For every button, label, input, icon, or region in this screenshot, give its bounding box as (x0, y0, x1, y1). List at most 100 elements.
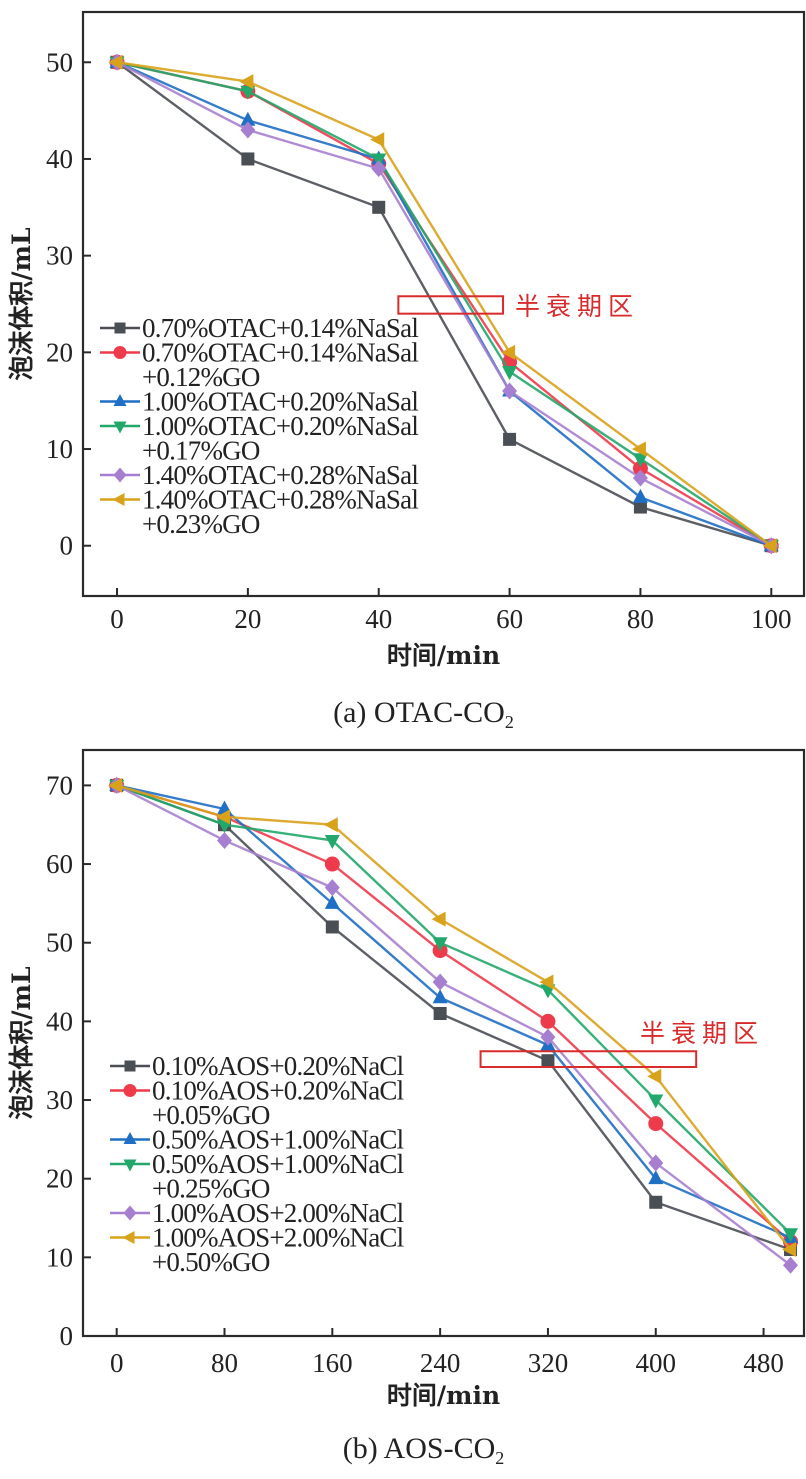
legend-label: +0.05%GO (152, 1100, 270, 1130)
data-point-triangle-down (240, 85, 256, 100)
x-tick-label: 320 (528, 1348, 569, 1378)
y-tick-label: 30 (46, 1085, 73, 1115)
legend: 0.70%OTAC+0.14%NaSal0.70%OTAC+0.14%NaSal… (100, 313, 419, 539)
y-tick-label: 20 (46, 1164, 73, 1194)
series-line (116, 61, 772, 547)
data-point-triangle-up (324, 894, 340, 909)
legend-label: 1.00%OTAC+0.20%NaSal (142, 411, 418, 441)
x-tick-label: 160 (312, 1348, 353, 1378)
data-point-square (649, 1195, 663, 1209)
half-life-box (397, 295, 505, 315)
data-point-triangle-up (648, 1170, 664, 1185)
data-point-diamond (240, 121, 256, 139)
legend-marker-circle (113, 346, 127, 359)
data-point-diamond (648, 1154, 664, 1172)
y-tick-label: 10 (46, 1242, 73, 1272)
x-tick-label: 240 (420, 1348, 461, 1378)
caption-subscript: 2 (495, 1448, 504, 1468)
data-point-triangle-left (239, 74, 254, 90)
series-line (116, 61, 772, 547)
legend-marker-triangle-up (113, 394, 127, 406)
x-axis-label: 时间/min (387, 641, 500, 670)
half-life-box (479, 1050, 698, 1068)
data-point-circle (324, 856, 340, 872)
series-line (116, 61, 772, 547)
legend-marker-triangle-left (112, 493, 125, 506)
legend-label: +0.17%GO (142, 436, 260, 466)
legend-marker-diamond (123, 1205, 137, 1221)
y-tick-label: 70 (46, 770, 73, 800)
data-point-triangle-left (501, 344, 516, 360)
x-tick-label: 20 (234, 604, 261, 634)
legend-label: 0.70%OTAC+0.14%NaSal (142, 313, 418, 343)
data-point-triangle-up (432, 989, 448, 1004)
data-point-circle (632, 460, 648, 476)
legend-label: +0.12%GO (142, 362, 260, 392)
x-tick-label: 0 (110, 604, 124, 634)
legend-marker-square (114, 322, 126, 334)
data-point-triangle-left (370, 132, 385, 148)
chart-panel-a: 0 10 20 30 40 50 0 20 40 60 80 100 时间/min 泡沫体积/mL (a) … (7, 10, 806, 732)
data-point-diamond (502, 382, 518, 400)
y-axis-label: 泡沫体积/mL (7, 227, 36, 381)
half-life-label: 半衰期区 (515, 292, 639, 321)
data-point-triangle-left (539, 974, 554, 990)
data-point-square (503, 432, 517, 446)
legend-label: 0.10%AOS+0.20%NaCl (152, 1076, 404, 1106)
legend-marker-triangle-down (123, 1159, 137, 1172)
data-point-triangle-up (632, 488, 648, 503)
data-point-triangle-left (431, 911, 446, 927)
y-tick-label: 20 (46, 337, 73, 367)
y-tick-label: 0 (60, 531, 74, 561)
data-point-triangle-left (762, 538, 777, 554)
data-point-diamond (371, 160, 387, 178)
plot-frame (81, 10, 806, 598)
caption-text: (b) AOS-CO (343, 1432, 496, 1465)
data-point-circle (540, 1013, 556, 1029)
data-point-diamond (632, 469, 648, 487)
legend-label: +0.23%GO (142, 509, 260, 539)
legend-marker-square (124, 1060, 136, 1072)
y-tick-label: 40 (46, 144, 73, 174)
legend-label: +0.25%GO (152, 1174, 270, 1204)
data-point-triangle-left (108, 54, 123, 70)
chart-panel-b: 0 10 20 30 40 50 60 70 0 80 160 240 320 400 480 时间/min 泡… (7, 748, 806, 1468)
x-tick-label: 480 (743, 1348, 784, 1378)
data-point-square (633, 500, 647, 514)
series-6 (108, 777, 797, 1257)
legend: 0.10%AOS+0.20%NaCl0.10%AOS+0.20%NaCl+0.0… (110, 1051, 404, 1277)
legend-label: +0.50%GO (152, 1247, 270, 1277)
caption-subscript: 2 (505, 712, 514, 732)
legend-marker-diamond (113, 467, 127, 483)
series-6 (108, 54, 777, 554)
data-point-triangle-left (323, 817, 338, 833)
series-5 (109, 776, 799, 1274)
y-tick-label: 0 (60, 1321, 74, 1351)
legend-marker-circle (123, 1084, 137, 1097)
series-line (116, 61, 772, 547)
data-point-square (372, 200, 386, 214)
data-point-triangle-up (240, 111, 256, 126)
plot-frame (81, 748, 806, 1338)
legend-label: 1.00%AOS+2.00%NaCl (152, 1198, 404, 1228)
data-point-triangle-left (216, 809, 231, 825)
data-point-triangle-left (108, 777, 123, 793)
legend-label: 0.50%AOS+1.00%NaCl (152, 1125, 404, 1155)
panel-caption: (a) OTAC-CO2 (333, 696, 514, 732)
legend-label: 0.70%OTAC+0.14%NaSal (142, 338, 418, 368)
x-axis-label: 时间/min (387, 1381, 500, 1410)
data-point-triangle-down (324, 834, 340, 849)
y-tick-label: 10 (46, 434, 73, 464)
data-point-square (541, 1054, 555, 1068)
caption-text: (a) OTAC-CO (333, 696, 505, 729)
x-tick-label: 400 (636, 1348, 677, 1378)
data-point-triangle-down (783, 1228, 799, 1243)
legend-label: 1.40%OTAC+0.28%NaSal (142, 460, 418, 490)
x-tick-label: 40 (365, 604, 392, 634)
x-tick-label: 60 (496, 604, 523, 634)
data-point-diamond (540, 1028, 556, 1046)
x-tick-label: 0 (110, 1348, 124, 1378)
data-point-diamond (324, 879, 340, 897)
half-life-label: 半衰期区 (640, 1019, 764, 1048)
